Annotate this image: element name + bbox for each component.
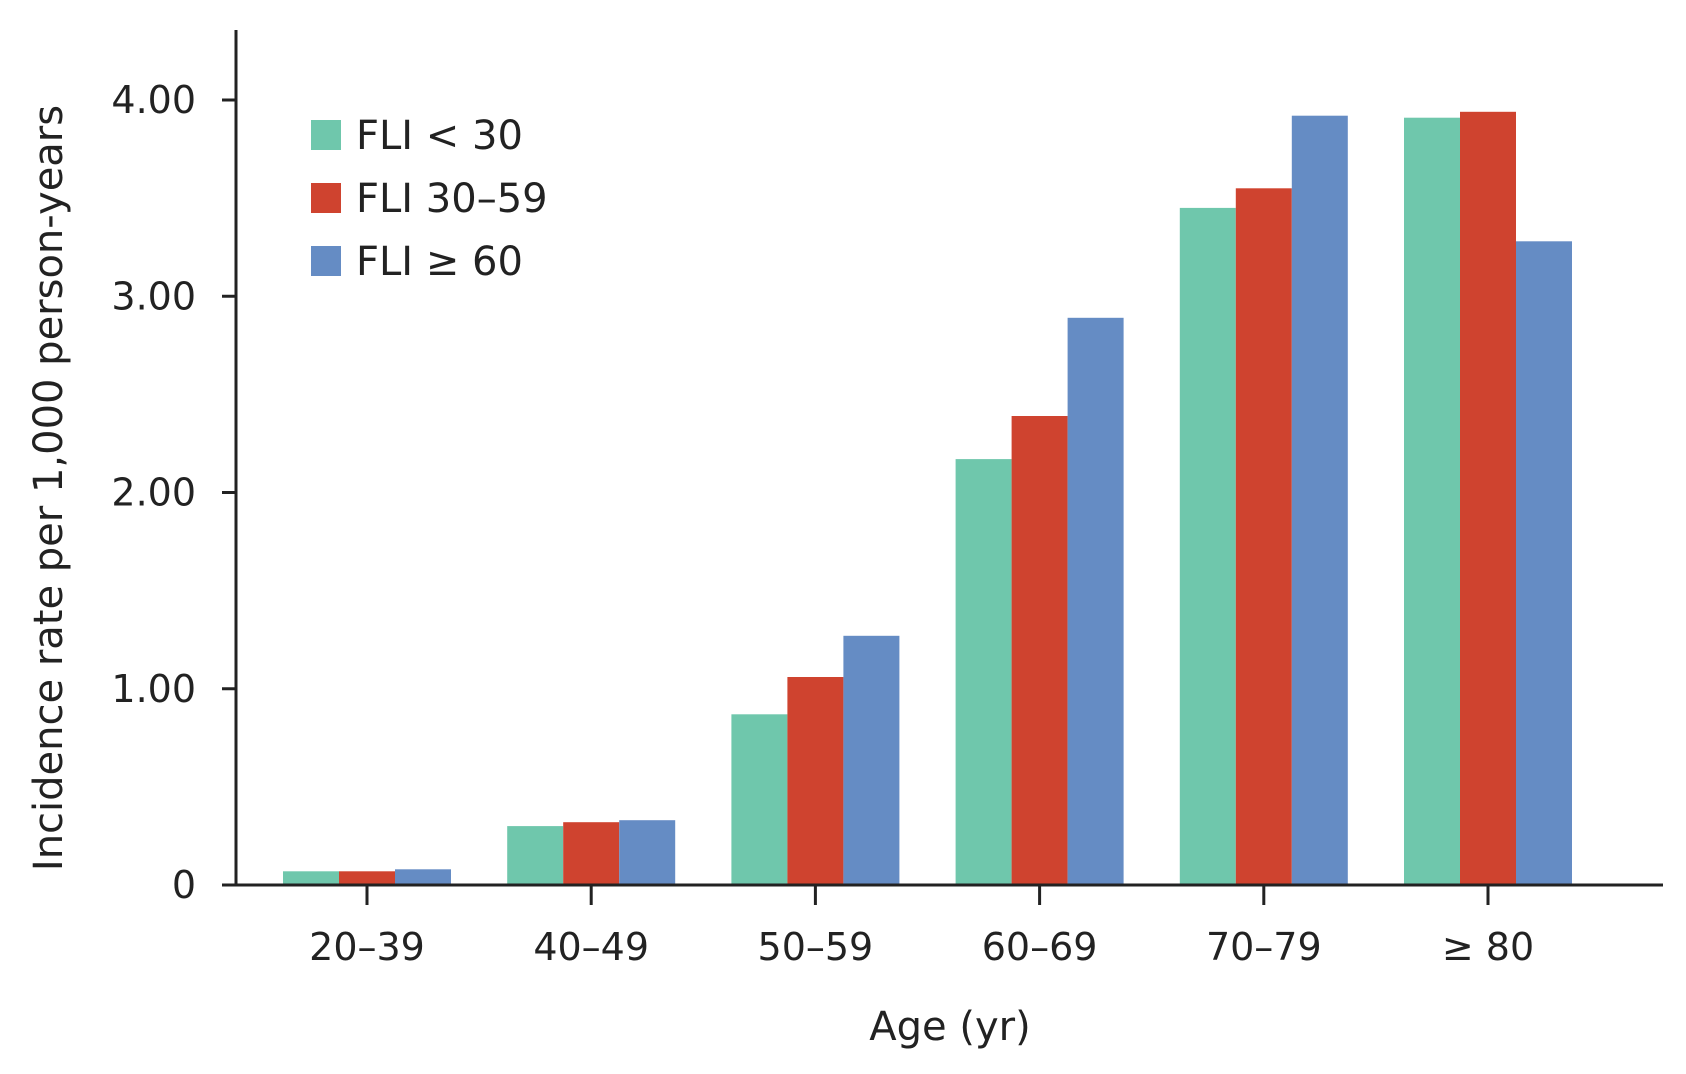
bar-3-6 <box>1516 241 1572 886</box>
y-tick-label: 1.00 <box>111 667 196 711</box>
x-axis-title: Age (yr) <box>869 1004 1030 1050</box>
x-tick-label: 20–39 <box>309 925 425 969</box>
x-axis: 20–39 40–49 50–59 60–69 70–79 ≥ 80 <box>309 885 1534 969</box>
bar-3-1 <box>395 869 451 885</box>
y-tick-label: 0 <box>172 863 196 907</box>
x-tick-label: ≥ 80 <box>1442 925 1534 969</box>
bar-2-4 <box>1011 416 1068 885</box>
bar-1-3 <box>731 714 788 885</box>
legend-swatch-3 <box>311 246 341 276</box>
bar-1-2 <box>507 826 564 885</box>
bar-1-4 <box>955 459 1012 885</box>
x-tick-label: 60–69 <box>982 925 1098 969</box>
legend-label-1: FLI < 30 <box>356 113 523 159</box>
legend-swatch-2 <box>311 183 341 213</box>
bar-2-5 <box>1235 188 1292 886</box>
y-axis: 0 1.00 2.00 3.00 4.00 <box>111 78 236 907</box>
x-tick-label: 70–79 <box>1206 925 1322 969</box>
legend-label-3: FLI ≥ 60 <box>356 239 523 285</box>
legend: FLI < 30 FLI 30–59 FLI ≥ 60 <box>311 113 548 285</box>
y-tick-label: 4.00 <box>111 78 196 122</box>
x-tick-label: 40–49 <box>533 925 649 969</box>
bar-2-1 <box>339 871 395 885</box>
bar-1-5 <box>1179 207 1236 885</box>
legend-swatch-1 <box>311 120 341 150</box>
bar-3-4 <box>1067 317 1124 885</box>
bar-3-5 <box>1291 115 1348 885</box>
bar-2-2 <box>563 822 620 885</box>
bar-2-6 <box>1460 111 1516 886</box>
bar-1-6 <box>1404 117 1460 885</box>
y-tick-label: 3.00 <box>111 274 196 318</box>
bar-2-3 <box>787 677 844 885</box>
y-axis-title: Incidence rate per 1,000 person-years <box>26 105 72 871</box>
bars-group <box>283 111 1572 886</box>
bar-3-2 <box>619 820 676 885</box>
x-tick-label: 50–59 <box>758 925 874 969</box>
legend-label-2: FLI 30–59 <box>356 176 548 222</box>
y-tick-label: 2.00 <box>111 471 196 515</box>
bar-3-3 <box>843 635 900 885</box>
bar-1-1 <box>283 871 339 885</box>
